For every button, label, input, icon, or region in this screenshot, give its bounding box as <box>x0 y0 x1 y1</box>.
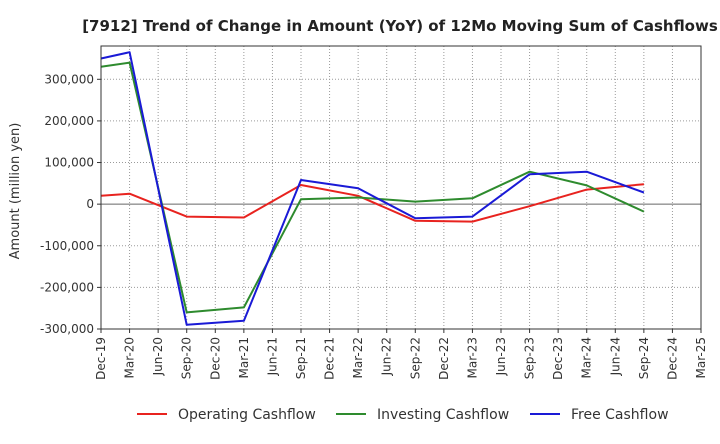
data-point <box>471 221 473 223</box>
x-tick-label: Dec-24 <box>665 337 679 380</box>
series-group <box>100 51 645 326</box>
x-tick-label: Dec-22 <box>437 337 451 380</box>
data-point <box>414 201 416 203</box>
data-point <box>471 216 473 218</box>
x-tick-label: Jun-20 <box>151 337 165 376</box>
x-tick-label: Jun-23 <box>494 337 508 376</box>
x-tick-label: Dec-23 <box>551 337 565 380</box>
chart-svg: [7912] Trend of Change in Amount (YoY) o… <box>0 0 720 440</box>
legend: Operating Cashflow Investing Cashflow Free… <box>137 407 669 423</box>
x-tick-label: Mar-23 <box>465 337 479 378</box>
data-point <box>129 51 131 53</box>
data-point <box>643 183 645 185</box>
data-point <box>643 211 645 213</box>
chart: [7912] Trend of Change in Amount (YoY) o… <box>0 0 720 440</box>
x-tick-label: Jun-22 <box>380 337 394 376</box>
y-tick-label: 0 <box>86 197 94 211</box>
y-axis-label: Amount (million yen) <box>8 123 23 260</box>
data-point <box>529 205 531 207</box>
x-tick-label: Dec-19 <box>94 337 108 380</box>
series-line-1 <box>101 63 644 313</box>
x-tick-label: Dec-21 <box>323 337 337 380</box>
legend-label: Operating Cashflow <box>178 407 316 423</box>
x-tick-label: Mar-22 <box>351 337 365 378</box>
data-point <box>129 193 131 195</box>
x-tick-label: Sep-20 <box>180 337 194 379</box>
y-tick-label: -200,000 <box>40 280 94 294</box>
series-line-0 <box>101 184 644 221</box>
data-point <box>300 198 302 200</box>
data-point <box>586 189 588 191</box>
data-point <box>243 216 245 218</box>
x-tick-label: Sep-22 <box>408 337 422 379</box>
data-point <box>129 62 131 64</box>
y-tick-label: 200,000 <box>44 114 94 128</box>
data-point <box>186 324 188 326</box>
data-point <box>586 184 588 186</box>
data-point <box>186 216 188 218</box>
x-tick-label: Jun-24 <box>608 337 622 376</box>
x-tick-label: Mar-25 <box>694 337 708 378</box>
x-tick-label: Sep-24 <box>637 337 651 379</box>
x-tick-label: Dec-20 <box>208 337 222 380</box>
data-point <box>243 320 245 322</box>
data-point <box>357 187 359 189</box>
legend-label: Free Cashflow <box>571 407 669 423</box>
y-tick-label: 100,000 <box>44 156 94 170</box>
legend-label: Investing Cashflow <box>377 407 509 423</box>
y-tick-label: 300,000 <box>44 72 94 86</box>
data-point <box>529 173 531 175</box>
x-axis: Dec-19 Mar-20 Jun-20 Sep-20 Dec-20 Mar-21 Jun-… <box>94 329 708 380</box>
series-line-2 <box>101 52 644 325</box>
data-point <box>586 171 588 173</box>
data-point <box>357 196 359 198</box>
data-point <box>300 179 302 181</box>
y-tick-label: -300,000 <box>40 322 94 336</box>
x-tick-label: Mar-21 <box>237 337 251 378</box>
data-point <box>243 306 245 308</box>
data-point <box>186 311 188 313</box>
x-tick-label: Mar-20 <box>123 337 137 378</box>
x-tick-label: Mar-24 <box>580 337 594 378</box>
x-tick-label: Jun-21 <box>265 337 279 376</box>
data-point <box>471 197 473 199</box>
x-tick-label: Sep-21 <box>294 337 308 379</box>
y-tick-label: -100,000 <box>40 239 94 253</box>
data-point <box>643 191 645 193</box>
x-tick-label: Sep-23 <box>523 337 537 379</box>
chart-title: [7912] Trend of Change in Amount (YoY) o… <box>82 17 718 35</box>
data-point <box>414 220 416 222</box>
data-point <box>414 217 416 219</box>
data-point <box>529 171 531 173</box>
y-axis: -300,000 -200,000 -100,000 0 100,000 200,000 3… <box>40 72 101 336</box>
